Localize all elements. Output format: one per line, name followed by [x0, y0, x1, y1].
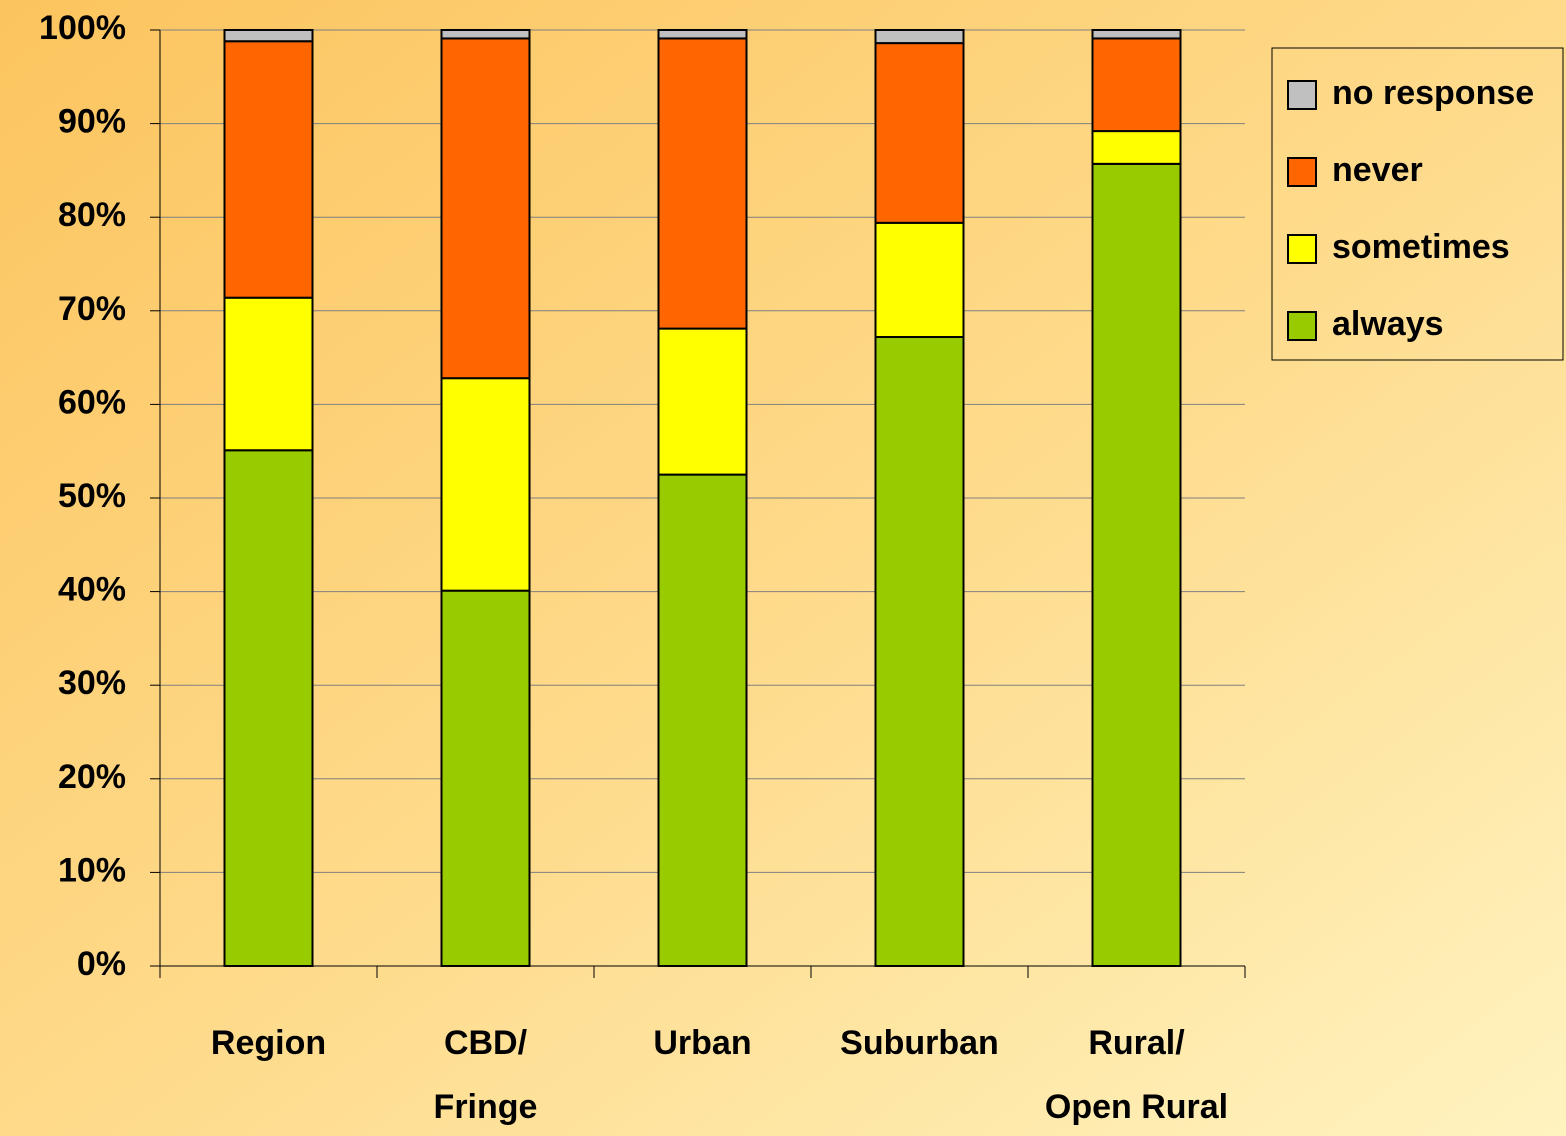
- y-tick-label: 30%: [58, 664, 126, 702]
- x-tick-label: Suburban: [840, 1024, 999, 1062]
- y-tick-label: 90%: [58, 103, 126, 141]
- bar-segment: [440, 37, 531, 380]
- bar-segment: [657, 29, 748, 40]
- bar-segment: [1091, 130, 1182, 165]
- bar-segment: [657, 37, 748, 330]
- legend-swatch: [1287, 311, 1317, 341]
- bar-segment: [223, 449, 314, 968]
- y-tick-label: 70%: [58, 290, 126, 328]
- y-tick-label: 0%: [77, 945, 126, 983]
- bar-segment: [440, 29, 531, 40]
- legend-label: never: [1332, 151, 1423, 189]
- bar-segment: [874, 221, 965, 339]
- legend-label: sometimes: [1332, 228, 1510, 266]
- x-tick-label: Region: [211, 1024, 326, 1062]
- x-tick-label: CBD/Fringe: [434, 1024, 538, 1126]
- bar-segment: [440, 589, 531, 967]
- y-tick-label: 60%: [58, 383, 126, 421]
- bar-segment: [1091, 162, 1182, 967]
- bar-segment: [874, 336, 965, 967]
- legend-box: [1271, 47, 1564, 361]
- y-tick-label: 50%: [58, 477, 126, 515]
- y-tick-label: 40%: [58, 571, 126, 609]
- legend-swatch: [1287, 234, 1317, 264]
- bar-segment: [1091, 29, 1182, 40]
- x-tick-label: Urban: [653, 1024, 751, 1062]
- bar-segment: [223, 40, 314, 299]
- x-tick-label: Rural/Open Rural: [1045, 1024, 1228, 1126]
- bar-segment: [223, 296, 314, 452]
- bar-segment: [874, 42, 965, 224]
- legend-label: always: [1332, 305, 1444, 343]
- bar-segment: [657, 327, 748, 476]
- y-tick-label: 100%: [39, 9, 126, 47]
- y-tick-label: 80%: [58, 196, 126, 234]
- legend-swatch: [1287, 80, 1317, 110]
- bar-segment: [440, 377, 531, 592]
- legend-swatch: [1287, 157, 1317, 187]
- y-tick-label: 10%: [58, 851, 126, 889]
- bar-segment: [657, 473, 748, 967]
- legend-label: no response: [1332, 74, 1534, 112]
- y-tick-label: 20%: [58, 758, 126, 796]
- bar-segment: [223, 29, 314, 43]
- bar-segment: [1091, 37, 1182, 133]
- bar-segment: [874, 29, 965, 45]
